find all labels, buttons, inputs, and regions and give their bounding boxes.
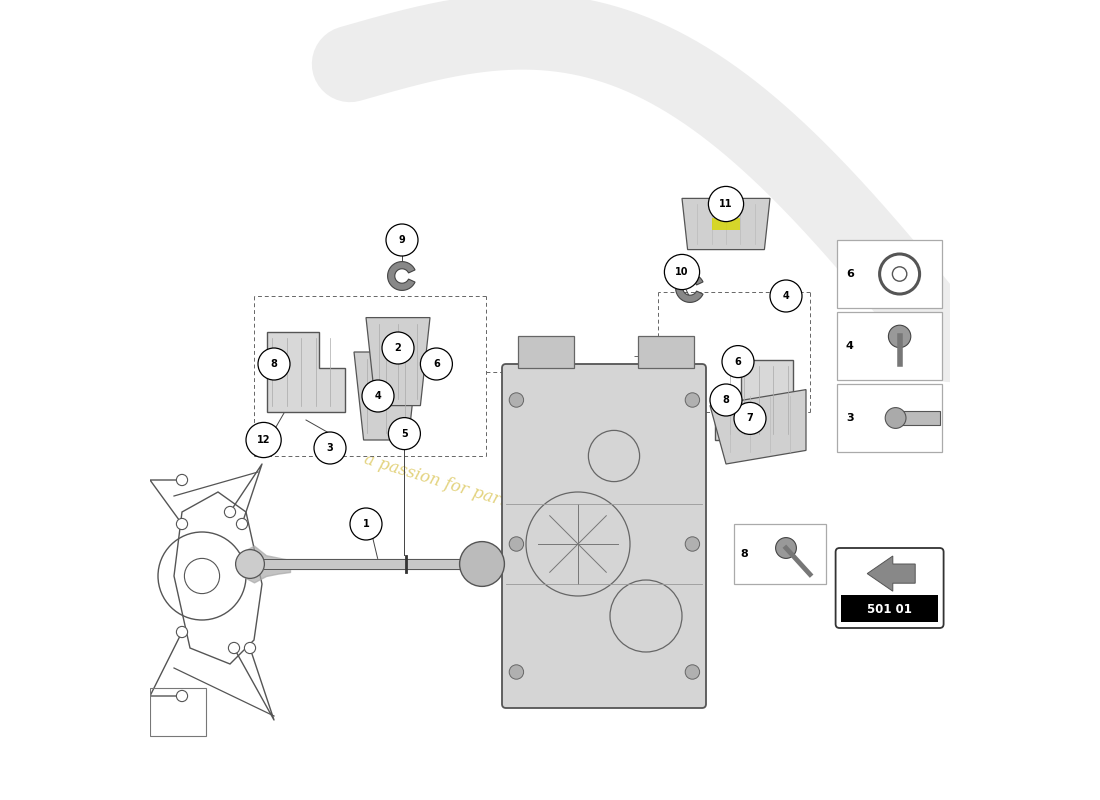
Circle shape bbox=[734, 402, 766, 434]
FancyBboxPatch shape bbox=[836, 548, 944, 628]
Text: 4: 4 bbox=[782, 291, 790, 301]
FancyBboxPatch shape bbox=[502, 364, 706, 708]
Bar bbox=[712, 218, 740, 230]
Circle shape bbox=[314, 432, 346, 464]
Bar bbox=[638, 336, 694, 368]
Text: 4: 4 bbox=[375, 391, 382, 401]
Bar bbox=[842, 595, 938, 622]
Circle shape bbox=[350, 508, 382, 540]
Circle shape bbox=[386, 224, 418, 256]
Text: a passion for parts since 1985: a passion for parts since 1985 bbox=[362, 450, 609, 542]
Circle shape bbox=[362, 380, 394, 412]
Bar bbox=[837, 312, 942, 380]
Circle shape bbox=[886, 408, 906, 429]
Circle shape bbox=[229, 642, 240, 654]
Circle shape bbox=[382, 332, 414, 364]
Circle shape bbox=[710, 384, 742, 416]
Circle shape bbox=[708, 186, 744, 222]
Circle shape bbox=[509, 665, 524, 679]
Text: 3: 3 bbox=[327, 443, 333, 453]
Text: 10: 10 bbox=[675, 267, 689, 277]
Circle shape bbox=[664, 254, 700, 290]
Polygon shape bbox=[267, 332, 344, 412]
Circle shape bbox=[460, 542, 505, 586]
Circle shape bbox=[246, 422, 282, 458]
Polygon shape bbox=[715, 360, 793, 440]
Polygon shape bbox=[387, 262, 415, 290]
Circle shape bbox=[176, 474, 188, 486]
Circle shape bbox=[776, 538, 796, 558]
Circle shape bbox=[509, 537, 524, 551]
Text: 5: 5 bbox=[402, 429, 408, 438]
Text: 6: 6 bbox=[846, 269, 854, 279]
Text: 3: 3 bbox=[846, 413, 854, 423]
Circle shape bbox=[722, 346, 754, 378]
Circle shape bbox=[889, 325, 911, 347]
Bar bbox=[837, 384, 942, 452]
Text: 2: 2 bbox=[395, 343, 402, 353]
Polygon shape bbox=[682, 198, 770, 250]
Text: 8: 8 bbox=[723, 395, 729, 405]
Circle shape bbox=[244, 642, 255, 654]
Bar bbox=[150, 688, 206, 736]
Circle shape bbox=[176, 626, 188, 638]
Polygon shape bbox=[354, 352, 418, 440]
Circle shape bbox=[770, 280, 802, 312]
Bar bbox=[518, 336, 574, 368]
Text: 7: 7 bbox=[747, 414, 754, 423]
Circle shape bbox=[224, 506, 235, 518]
Text: 12: 12 bbox=[257, 435, 271, 445]
Circle shape bbox=[258, 348, 290, 380]
Polygon shape bbox=[867, 556, 915, 591]
Circle shape bbox=[509, 393, 524, 407]
Circle shape bbox=[685, 665, 700, 679]
Circle shape bbox=[176, 518, 188, 530]
Polygon shape bbox=[675, 274, 703, 302]
Circle shape bbox=[685, 537, 700, 551]
Bar bbox=[734, 524, 826, 584]
Text: 11: 11 bbox=[719, 199, 733, 209]
Bar bbox=[895, 411, 939, 426]
Text: 1: 1 bbox=[363, 519, 370, 529]
Circle shape bbox=[420, 348, 452, 380]
Text: 6: 6 bbox=[433, 359, 440, 369]
Circle shape bbox=[235, 550, 264, 578]
Circle shape bbox=[236, 518, 248, 530]
Text: 501 01: 501 01 bbox=[867, 603, 912, 616]
Circle shape bbox=[176, 690, 188, 702]
Circle shape bbox=[685, 393, 700, 407]
Circle shape bbox=[388, 418, 420, 450]
Polygon shape bbox=[366, 318, 430, 406]
Text: 6: 6 bbox=[735, 357, 741, 366]
Text: 4: 4 bbox=[846, 341, 854, 351]
Text: 9: 9 bbox=[398, 235, 406, 245]
Text: 8: 8 bbox=[271, 359, 277, 369]
Bar bbox=[837, 240, 942, 308]
Text: 8: 8 bbox=[740, 549, 748, 559]
Polygon shape bbox=[710, 390, 806, 464]
